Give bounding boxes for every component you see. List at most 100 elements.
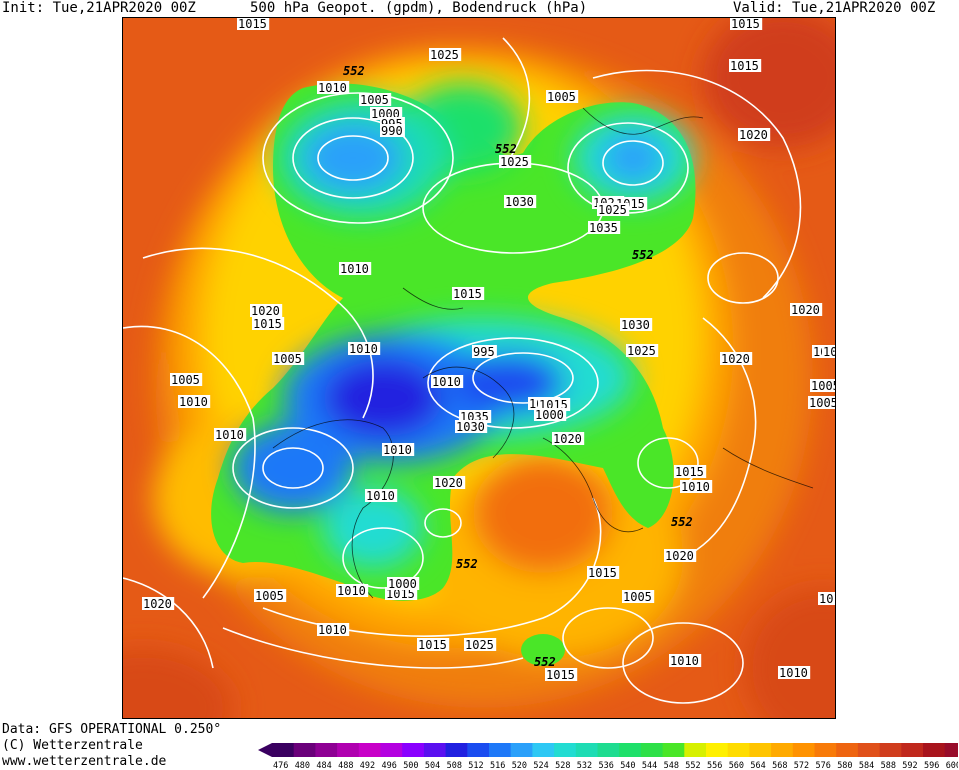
isobar-label: 1025 <box>597 203 630 217</box>
legend-swatch <box>619 743 642 757</box>
svg-text:10: 10 <box>823 345 836 359</box>
data-source-label: Data: GFS OPERATIONAL 0.250° <box>2 722 222 737</box>
legend-tick-label: 496 <box>382 761 397 770</box>
legend-tick-label: 576 <box>816 761 831 770</box>
isobar-label: 1020 <box>738 128 771 142</box>
isobar-label: 1020 <box>433 476 466 490</box>
isobar-label: 995 <box>472 345 497 359</box>
svg-text:552: 552 <box>456 557 478 571</box>
isobar-label: 1020 <box>720 352 753 366</box>
legend-tick-label: 536 <box>599 761 614 770</box>
svg-text:1030: 1030 <box>621 318 650 332</box>
legend-tick-label: 568 <box>772 761 787 770</box>
isobar-label: 1020 <box>664 549 697 563</box>
isobar-label: 1010 <box>339 262 372 276</box>
legend-swatch <box>727 743 750 757</box>
isobar-label: 990 <box>380 124 405 138</box>
isobar-label: 1015 <box>818 592 835 606</box>
legend-swatch <box>272 743 295 757</box>
legend-tick-label: 512 <box>468 761 483 770</box>
isobar-label: 1020 <box>142 597 175 611</box>
valid-time-label: Valid: Tue,21APR2020 00Z <box>733 0 936 16</box>
legend-swatch <box>532 743 555 757</box>
chart-title: 500 hPa Geopot. (gpdm), Bodendruck (hPa) <box>250 0 588 16</box>
isobar-label: 1010 <box>382 443 415 457</box>
legend-swatch <box>510 743 533 757</box>
legend-swatch <box>792 743 815 757</box>
legend-tick-label: 476 <box>273 761 288 770</box>
svg-text:1025: 1025 <box>627 344 656 358</box>
legend-swatch <box>445 743 468 757</box>
geopotential-552-labels: 552 552 552 552 552 552 <box>343 64 693 669</box>
legend-tick-label: 580 <box>837 761 852 770</box>
isobar-label: 1010 <box>317 81 350 95</box>
svg-text:1020: 1020 <box>251 304 280 318</box>
svg-text:552: 552 <box>671 515 693 529</box>
svg-text:1025: 1025 <box>598 203 627 217</box>
isobar-label: 1005 <box>808 396 835 410</box>
svg-text:1015: 1015 <box>453 287 482 301</box>
isobar-label: 1005 <box>272 352 305 366</box>
isobar-label: 1005 <box>359 93 392 107</box>
isobar-label: 1030 <box>620 318 653 332</box>
isobar-label: 1025 <box>626 344 659 358</box>
legend-tick-label: 560 <box>729 761 744 770</box>
svg-text:1010: 1010 <box>383 443 412 457</box>
svg-text:1005: 1005 <box>273 352 302 366</box>
svg-text:1020: 1020 <box>721 352 750 366</box>
legend-tick-label: 544 <box>642 761 657 770</box>
trough-cores <box>233 83 693 568</box>
isobar-label: 1015 <box>730 18 763 31</box>
svg-text:1025: 1025 <box>465 638 494 652</box>
legend-tick-label: 552 <box>685 761 700 770</box>
legend-swatch <box>662 743 685 757</box>
isobar-label: 1010 <box>214 428 247 442</box>
svg-text:1025: 1025 <box>430 48 459 62</box>
svg-text:1005: 1005 <box>811 379 836 393</box>
svg-text:1015: 1015 <box>418 638 447 652</box>
svg-text:552: 552 <box>495 142 517 156</box>
legend-tick-label: 504 <box>425 761 440 770</box>
svg-text:1005: 1005 <box>623 590 652 604</box>
svg-text:1005: 1005 <box>171 373 200 387</box>
isobar-labels: 1015102510151010100510009959901025100510… <box>142 18 836 682</box>
isobar-label: 1010 <box>431 375 464 389</box>
copyright-label: (C) Wetterzentrale <box>2 738 143 753</box>
svg-text:1020: 1020 <box>739 128 768 142</box>
isobar-label: 1030 <box>455 420 488 434</box>
legend-swatch <box>923 743 946 757</box>
legend-tick-label: 556 <box>707 761 722 770</box>
legend-low-arrow <box>258 743 272 757</box>
website-url: www.wetterzentrale.de <box>2 754 167 769</box>
legend-tick-label: 516 <box>490 761 505 770</box>
color-legend: 476 480 484 488 492 496 500 504 508 512 516 520 524 5… <box>258 743 958 770</box>
svg-text:1010: 1010 <box>432 375 461 389</box>
svg-text:1000: 1000 <box>535 408 564 422</box>
svg-text:1020: 1020 <box>143 597 172 611</box>
svg-text:1015: 1015 <box>238 18 267 31</box>
svg-text:1015: 1015 <box>730 59 759 73</box>
legend-tick-label: 596 <box>924 761 939 770</box>
legend-tick-label: 584 <box>859 761 874 770</box>
svg-text:1010: 1010 <box>366 489 395 503</box>
legend-tick-label: 564 <box>750 761 765 770</box>
geopotential-label: 552 <box>671 515 693 529</box>
legend-swatch <box>315 743 338 757</box>
svg-text:1010: 1010 <box>349 342 378 356</box>
svg-text:1010: 1010 <box>318 623 347 637</box>
svg-text:1010: 1010 <box>681 480 710 494</box>
legend-tick-label: 480 <box>295 761 310 770</box>
geopotential-label: 552 <box>534 655 556 669</box>
legend-tick-label: 548 <box>664 761 679 770</box>
isobar-label: 1020 <box>250 304 283 318</box>
svg-text:1010: 1010 <box>337 584 366 598</box>
legend-tick-label: 532 <box>577 761 592 770</box>
isobar-label: 10 <box>822 345 836 359</box>
isobar-label: 1015 <box>417 638 450 652</box>
isobar-label: 1010 <box>680 480 713 494</box>
legend-swatch <box>597 743 620 757</box>
legend-swatch <box>944 743 958 757</box>
isobar-label: 1015 <box>674 465 707 479</box>
svg-text:1005: 1005 <box>360 93 389 107</box>
svg-text:1010: 1010 <box>215 428 244 442</box>
